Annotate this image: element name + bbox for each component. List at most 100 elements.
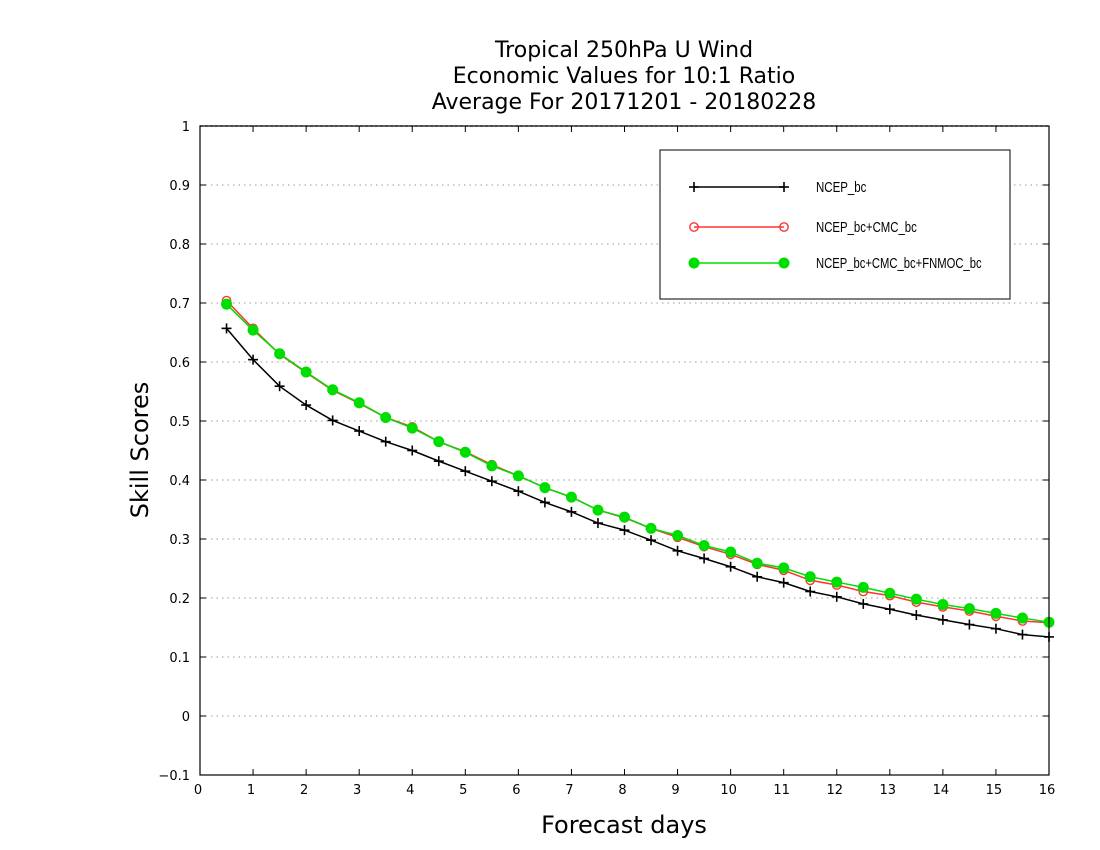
series-NCEP_bc+CMC_bc+FNMOC_bc (221, 298, 1055, 628)
data-point (407, 445, 418, 456)
data-point (1017, 629, 1028, 640)
chart-title-line: Average For 20171201 - 20180228 (432, 90, 817, 115)
x-tick-label: 3 (353, 783, 361, 798)
data-point (619, 511, 630, 523)
chart-title-line: Tropical 250hPa U Wind (494, 38, 753, 63)
legend-label: NCEP_bc+CMC_bc (816, 219, 917, 236)
series-line (226, 303, 1050, 623)
data-point (486, 460, 498, 472)
data-point (964, 619, 975, 630)
data-point (592, 518, 603, 529)
data-point (963, 603, 975, 615)
data-point (689, 182, 699, 192)
x-tick-label: 1 (247, 783, 255, 798)
legend-label: NCEP_bc (816, 179, 867, 196)
x-tick-label: 0 (194, 783, 202, 798)
legend-label: NCEP_bc+CMC_bc+FNMOC_bc (816, 255, 982, 272)
data-point (1016, 612, 1028, 624)
series-line (225, 300, 1050, 624)
x-tick-label: 12 (826, 783, 843, 798)
data-point (831, 591, 842, 602)
x-tick-label: 6 (512, 783, 520, 798)
data-point (778, 257, 790, 269)
data-point (247, 324, 259, 336)
data-point (433, 456, 444, 467)
series-NCEP_bc (221, 323, 1054, 642)
data-point (539, 482, 551, 494)
x-tick-label: 4 (406, 783, 414, 798)
legend: NCEP_bc NCEP_bc+CMC_bc NCEP_bc+CMC_bc+FNMO… (659, 149, 1011, 300)
data-point (460, 466, 471, 477)
x-tick-label: 7 (565, 783, 573, 798)
series-NCEP_bc+CMC_bc (221, 295, 1054, 628)
y-axis-label: Skill Scores (126, 382, 154, 519)
series-line (225, 327, 1050, 638)
data-point (990, 607, 1002, 619)
data-point (300, 366, 312, 378)
data-point (804, 571, 816, 583)
data-point (248, 354, 259, 365)
data-point (380, 436, 391, 447)
data-point (406, 422, 418, 434)
data-point (884, 587, 896, 599)
data-point (752, 571, 763, 582)
y-tick-label: −0.1 (158, 769, 190, 784)
y-tick-label: 0.4 (169, 474, 190, 489)
data-point (751, 557, 763, 569)
data-point (778, 577, 789, 588)
legend-item: NCEP_bc+CMC_bc (689, 219, 917, 236)
data-point (380, 411, 392, 423)
y-tick-label: 0.2 (169, 592, 190, 607)
data-point (779, 182, 789, 192)
y-tick-label: 0.8 (169, 238, 190, 253)
data-point (911, 610, 922, 621)
data-point (725, 546, 737, 558)
data-point (353, 397, 365, 409)
data-point (327, 384, 339, 396)
axis-ticks: −0.100.10.20.30.40.50.60.70.80.910 1 2 3 4 5 6… (158, 120, 1055, 798)
x-tick-label: 2 (300, 783, 308, 798)
data-point (672, 529, 684, 541)
data-point (512, 470, 524, 482)
y-tick-label: 0.3 (169, 533, 190, 548)
data-point (566, 506, 577, 517)
data-point (884, 604, 895, 615)
legend-item: NCEP_bc (689, 179, 867, 196)
data-point (698, 539, 710, 551)
legend-item: NCEP_bc+CMC_bc+FNMOC_bc (688, 255, 982, 272)
y-tick-label: 0.6 (169, 356, 190, 371)
data-point (565, 491, 577, 503)
data-point (513, 486, 524, 497)
data-point (831, 576, 843, 588)
y-tick-label: 0.1 (169, 651, 190, 666)
data-point (274, 348, 286, 360)
y-tick-label: 0.9 (169, 179, 190, 194)
y-tick-label: 0.7 (169, 297, 190, 312)
x-tick-label: 8 (618, 783, 626, 798)
x-tick-label: 5 (459, 783, 467, 798)
data-point (433, 436, 445, 448)
data-point (990, 623, 1001, 634)
x-axis-label: Forecast days (541, 811, 707, 839)
y-tick-label: 0 (182, 710, 190, 725)
data-point (858, 598, 869, 609)
x-tick-label: 13 (880, 783, 897, 798)
data-point (805, 586, 816, 597)
series-layer (221, 295, 1055, 642)
data-point (689, 222, 699, 232)
data-point (672, 545, 683, 556)
plot-frame (199, 125, 1050, 776)
x-tick-label: 16 (1039, 783, 1056, 798)
x-tick-label: 11 (773, 783, 790, 798)
data-point (274, 381, 285, 392)
data-point (327, 415, 338, 426)
y-tick-label: 0.5 (169, 415, 190, 430)
data-point (778, 562, 790, 574)
data-point (725, 561, 736, 572)
data-point (619, 525, 630, 536)
x-tick-label: 10 (720, 783, 737, 798)
data-point (646, 535, 657, 546)
chart-title-line: Economic Values for 10:1 Ratio (453, 64, 795, 89)
data-point (779, 222, 789, 232)
